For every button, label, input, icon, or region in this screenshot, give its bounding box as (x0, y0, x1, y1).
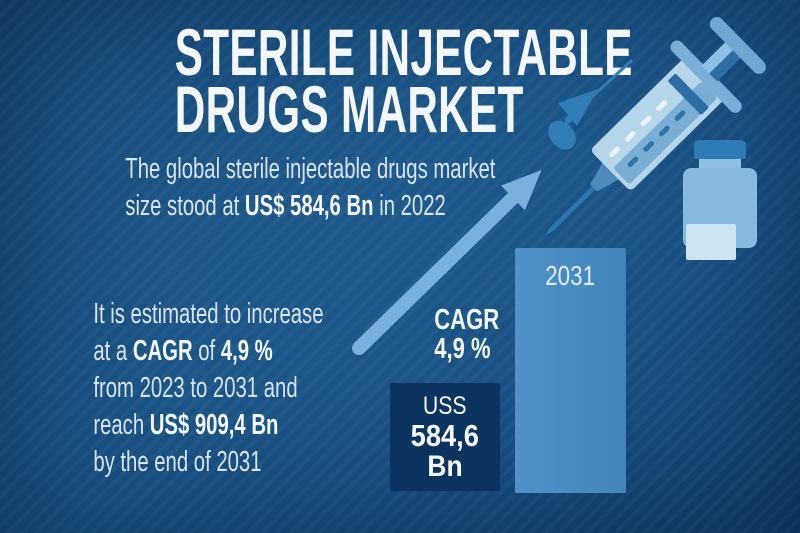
title-line-2: DRUGS MARKET (174, 72, 524, 146)
droplet-spray-icon (548, 59, 633, 150)
vial-cap (694, 140, 746, 159)
bar-2022: USS 584,6 Bn (390, 383, 500, 491)
market-size-2031-value: US$ 909,4 Bn (149, 409, 279, 441)
para-line-3: from 2023 to 2031 and (93, 372, 298, 404)
bar-2031-label: 2031 (545, 260, 596, 291)
market-size-2022-value: US$ 584,6 Bn (244, 190, 374, 222)
cagr-label: CAGR (434, 304, 500, 336)
vial-neck (699, 159, 741, 169)
bar-2022-value: 584,6 (410, 418, 480, 453)
subtitle: The global sterile injectable drugs mark… (46, 151, 575, 225)
subtitle-line-2: size stood at US$ 584,6 Bn in 2022 (125, 190, 446, 222)
subtitle-line-1: The global sterile injectable drugs mark… (125, 153, 496, 185)
cagr-rate: 4,9 % (220, 335, 273, 367)
vial-icon (683, 140, 757, 260)
para-line-2: at a CAGR of 4,9 % (93, 335, 273, 367)
syringe-needle (545, 182, 600, 236)
cagr-term: CAGR (132, 335, 193, 367)
cagr-value: 4,9 % (434, 333, 491, 365)
vial-body (683, 168, 757, 260)
para-line-1: It is estimated to increase (93, 298, 324, 330)
bar-2022-unit: Bn (427, 450, 463, 483)
vial-label (686, 224, 736, 260)
para-line-4: reach US$ 909,4 Bn (93, 409, 279, 441)
barrel-tick (608, 145, 621, 159)
para-line-5: by the end of 2031 (93, 446, 262, 478)
barrel-tick (623, 130, 637, 143)
estimate-paragraph: It is estimated to increase at a CAGR of… (44, 296, 373, 481)
barrel-tick (639, 114, 653, 128)
barrel-tick (655, 99, 669, 112)
bar-2022-currency: USS (423, 392, 467, 420)
page-title: STERILE INJECTABLE DRUGS MARKET (46, 15, 762, 146)
title-line-1: STERILE INJECTABLE (174, 15, 633, 89)
bar-2031: 2031 (515, 248, 626, 493)
cagr-annotation: CAGR 4,9 % (424, 306, 509, 364)
